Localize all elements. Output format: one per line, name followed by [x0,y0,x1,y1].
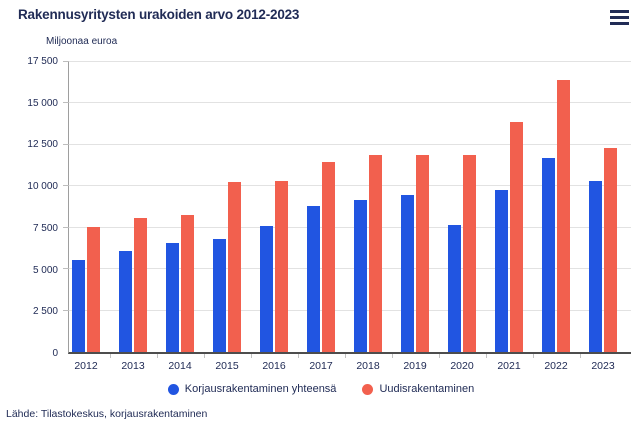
legend-dot-icon [362,383,374,395]
y-axis-tick-label: 15 000 [27,97,58,109]
y-axis-tick-label: 10 000 [27,181,58,193]
y-axis-tick [63,268,69,270]
x-axis-tick [109,354,111,358]
y-axis-tick-label: 12 500 [27,139,58,151]
x-axis-label-2012: 2012 [74,360,98,372]
y-axis-tick-label: 2 500 [32,306,58,318]
x-axis-label-2020: 2020 [450,360,474,372]
bar-korjausrakentaminen-yhteens-2014[interactable] [166,242,179,352]
x-axis-label-2019: 2019 [403,360,427,372]
bar-uudisrakentaminen-2014[interactable] [181,215,194,352]
x-axis-tick [344,354,346,358]
gridline-5000 [69,268,631,270]
legend-item-korjausrakentaminen-yhteens[interactable]: Korjausrakentaminen yhteensä [167,383,337,395]
y-axis-title: Miljoonaa euroa [46,36,118,47]
bar-uudisrakentaminen-2012[interactable] [87,226,100,352]
x-axis-label-2014: 2014 [168,360,192,372]
bar-uudisrakentaminen-2015[interactable] [228,182,241,352]
bar-group-2022 [542,62,570,352]
bar-korjausrakentaminen-yhteens-2020[interactable] [448,225,461,352]
x-axis-label-2013: 2013 [121,360,145,372]
bar-korjausrakentaminen-yhteens-2012[interactable] [72,260,85,352]
y-axis-tick [63,102,69,104]
y-axis-tick-label: 5 000 [32,264,58,276]
x-axis-tick [250,354,252,358]
bar-group-2018 [354,62,382,352]
x-axis-label-2021: 2021 [497,360,521,372]
x-axis-label-2017: 2017 [309,360,333,372]
bar-uudisrakentaminen-2019[interactable] [416,154,429,352]
bar-korjausrakentaminen-yhteens-2018[interactable] [354,199,367,352]
bar-korjausrakentaminen-yhteens-2019[interactable] [401,195,414,352]
y-axis-tick-label: 7 500 [32,222,58,234]
bar-uudisrakentaminen-2022[interactable] [557,80,570,352]
x-axis-label-2023: 2023 [591,360,615,372]
bar-uudisrakentaminen-2016[interactable] [275,181,288,352]
legend-item-uudisrakentaminen[interactable]: Uudisrakentaminen [362,383,474,395]
x-axis-tick [156,354,158,358]
bar-korjausrakentaminen-yhteens-2022[interactable] [542,158,555,352]
y-axis-tick [63,309,69,311]
x-axis-tick [532,354,534,358]
gridline-7500 [69,226,631,228]
gridline-2500 [69,309,631,311]
x-axis-tick [297,354,299,358]
legend-label: Korjausrakentaminen yhteensä [184,383,337,395]
x-axis-tick [391,354,393,358]
bar-uudisrakentaminen-2013[interactable] [134,217,147,352]
y-axis-tick [63,143,69,145]
chart-legend: Korjausrakentaminen yhteensä Uudisrakenta… [0,383,642,395]
bar-korjausrakentaminen-yhteens-2017[interactable] [307,206,320,352]
bar-group-2017 [307,62,335,352]
x-axis-tick [579,354,581,358]
x-axis-label-2016: 2016 [262,360,286,372]
bar-group-2023 [589,62,617,352]
x-axis-tick [203,354,205,358]
gridline-12500 [69,143,631,145]
hamburger-bar [610,10,629,13]
y-axis-tick [63,185,69,187]
gridline-10000 [69,185,631,187]
gridline-17500 [69,61,631,62]
bar-uudisrakentaminen-2020[interactable] [463,154,476,352]
bar-group-2020 [448,62,476,352]
bar-korjausrakentaminen-yhteens-2023[interactable] [589,181,602,352]
x-axis-label-2015: 2015 [215,360,239,372]
x-axis-tick [485,354,487,358]
y-axis-tick-label: 17 500 [27,56,58,67]
x-axis-label-2022: 2022 [544,360,568,372]
bar-uudisrakentaminen-2017[interactable] [322,162,335,352]
bar-group-2015 [213,62,241,352]
bar-korjausrakentaminen-yhteens-2016[interactable] [260,226,273,352]
bar-group-2016 [260,62,288,352]
y-axis-tick [63,61,69,62]
y-axis-tick-label: 0 [52,348,58,359]
chart-title: Rakennusyritysten urakoiden arvo 2012-20… [18,7,300,22]
bar-group-2019 [401,62,429,352]
y-axis-labels: 0 2 500 5 000 7 500 10 000 12 500 15 000 17 500 [0,56,58,359]
x-axis-label-2018: 2018 [356,360,380,372]
hamburger-menu-icon[interactable] [610,9,630,26]
bar-group-2012 [72,62,100,352]
legend-dot-icon [167,383,179,395]
bar-korjausrakentaminen-yhteens-2015[interactable] [213,239,226,352]
bar-korjausrakentaminen-yhteens-2013[interactable] [119,250,132,352]
bar-korjausrakentaminen-yhteens-2021[interactable] [495,189,508,352]
hamburger-bar [610,22,629,25]
y-axis-tick [63,226,69,228]
plot-area: 2012 2013 2014 2015 2016 2017 2018 2019 2020 2021… [63,61,631,372]
legend-label: Uudisrakentaminen [379,383,475,395]
x-axis-tick [438,354,440,358]
bar-group-2021 [495,62,523,352]
bar-uudisrakentaminen-2021[interactable] [510,121,523,352]
bar-group-2013 [119,62,147,352]
bar-uudisrakentaminen-2018[interactable] [369,154,382,352]
bar-uudisrakentaminen-2023[interactable] [604,148,617,352]
bar-group-2014 [166,62,194,352]
gridline-15000 [69,102,631,104]
source-note: Lähde: Tilastokeskus, korjausrakentamine… [6,408,208,420]
hamburger-bar [610,16,629,19]
